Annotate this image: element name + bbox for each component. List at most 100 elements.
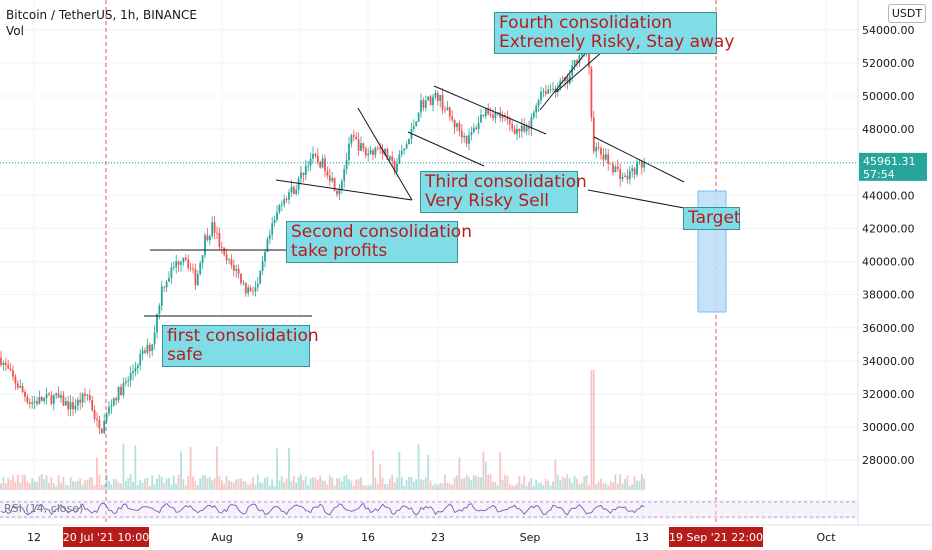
candle-body xyxy=(396,164,398,172)
candle-body xyxy=(194,269,197,286)
volume-bar xyxy=(223,483,226,490)
candle-body xyxy=(38,396,41,404)
candle-body xyxy=(163,286,166,288)
volume-bar xyxy=(297,476,300,490)
candle-body xyxy=(504,115,506,117)
volume-bar xyxy=(424,477,427,490)
candle-body xyxy=(223,247,226,255)
candle-body xyxy=(552,88,554,90)
candle-body xyxy=(278,205,281,213)
volume-bar xyxy=(117,482,120,490)
volume-bar xyxy=(463,478,466,490)
candle-body xyxy=(448,107,451,117)
volume-bar xyxy=(475,475,478,490)
candle-body xyxy=(640,161,643,168)
candle-body xyxy=(537,100,540,106)
volume-bar xyxy=(362,485,365,490)
candle-body xyxy=(446,107,449,111)
candle-body xyxy=(232,264,235,271)
candle-body xyxy=(271,223,274,235)
candle-body xyxy=(292,187,295,195)
candle-body xyxy=(148,344,151,352)
candle-body xyxy=(578,55,581,64)
candle-body xyxy=(465,135,468,144)
volume-bar xyxy=(408,476,410,490)
currency-badge[interactable]: USDT xyxy=(888,4,926,23)
candle-body xyxy=(261,261,264,271)
volume-bar xyxy=(163,483,166,490)
last-price-tag xyxy=(859,152,927,181)
volume-bar xyxy=(501,479,504,490)
candle-body xyxy=(127,380,130,382)
candle-body xyxy=(124,381,127,384)
annotation-first-consolidation[interactable]: first consolidation safe xyxy=(162,325,319,367)
candle-body xyxy=(350,135,353,144)
volume-bar xyxy=(403,485,406,490)
candle-body xyxy=(633,168,636,175)
candle-body xyxy=(391,156,394,162)
volume-bar xyxy=(597,481,600,490)
volume-bar xyxy=(19,482,22,490)
volume-bar xyxy=(340,481,343,490)
candle-body xyxy=(588,47,590,68)
candle-body xyxy=(213,222,216,233)
candle-body xyxy=(456,123,458,128)
candle-body xyxy=(451,116,454,120)
candle-body xyxy=(122,383,125,396)
annotation-fourth-consolidation[interactable]: Fourth consolidation Extremely Risky, St… xyxy=(494,12,734,54)
candle-body xyxy=(458,123,461,131)
candle-body xyxy=(549,89,552,91)
volume-bar xyxy=(240,478,242,490)
volume-bar xyxy=(218,475,221,490)
volume-bar xyxy=(252,476,254,490)
volume-bar xyxy=(427,454,430,490)
annotation-third-consolidation[interactable]: Third consolidation Very Risky Sell xyxy=(420,171,587,213)
volume-bar xyxy=(43,478,46,490)
volume-bar xyxy=(432,485,434,490)
volume-bar xyxy=(448,483,451,490)
volume-bar xyxy=(134,445,137,490)
volume-bar xyxy=(184,485,187,490)
candle-body xyxy=(528,126,530,129)
candle-body xyxy=(412,126,415,130)
candle-body xyxy=(343,168,346,181)
countdown-label: 57:54 xyxy=(863,168,895,181)
candle-body xyxy=(60,395,62,398)
candle-body xyxy=(242,282,245,284)
candle-body xyxy=(345,160,348,169)
candle-body xyxy=(384,148,386,155)
volume-bar xyxy=(201,475,204,490)
annotation-target[interactable]: Target xyxy=(683,207,741,230)
candle-body xyxy=(108,406,110,414)
candlestick-series xyxy=(0,44,858,435)
candle-body xyxy=(256,283,259,288)
volume-bar xyxy=(103,484,106,490)
volume-bar xyxy=(254,484,257,490)
symbol-title[interactable]: Bitcoin / TetherUS, 1h, BINANCE xyxy=(6,8,197,22)
candle-body xyxy=(247,287,250,294)
candle-body xyxy=(117,386,120,401)
volume-bar xyxy=(187,476,190,490)
volume-bar xyxy=(112,478,115,490)
candle-body xyxy=(264,251,266,262)
volume-bar xyxy=(100,484,103,490)
wedge-lower-third xyxy=(407,131,485,167)
volume-bar xyxy=(552,481,554,490)
volume-bar xyxy=(556,474,559,490)
candle-body xyxy=(276,212,278,220)
candle-body xyxy=(367,153,370,156)
annotation-second-consolidation[interactable]: Second consolidation take profits xyxy=(286,221,472,263)
volume-bar xyxy=(158,474,161,490)
candle-body xyxy=(4,362,7,366)
candle-body xyxy=(201,255,204,264)
candle-body xyxy=(168,277,170,282)
price-tick-label: 48000.00 xyxy=(862,123,915,136)
volume-bar xyxy=(276,448,278,490)
candle-body xyxy=(422,100,425,108)
volume-bar xyxy=(259,482,262,490)
candle-body xyxy=(307,165,310,167)
volume-bar xyxy=(477,477,480,490)
volume-bar xyxy=(446,482,449,490)
volume-bar xyxy=(192,476,194,490)
